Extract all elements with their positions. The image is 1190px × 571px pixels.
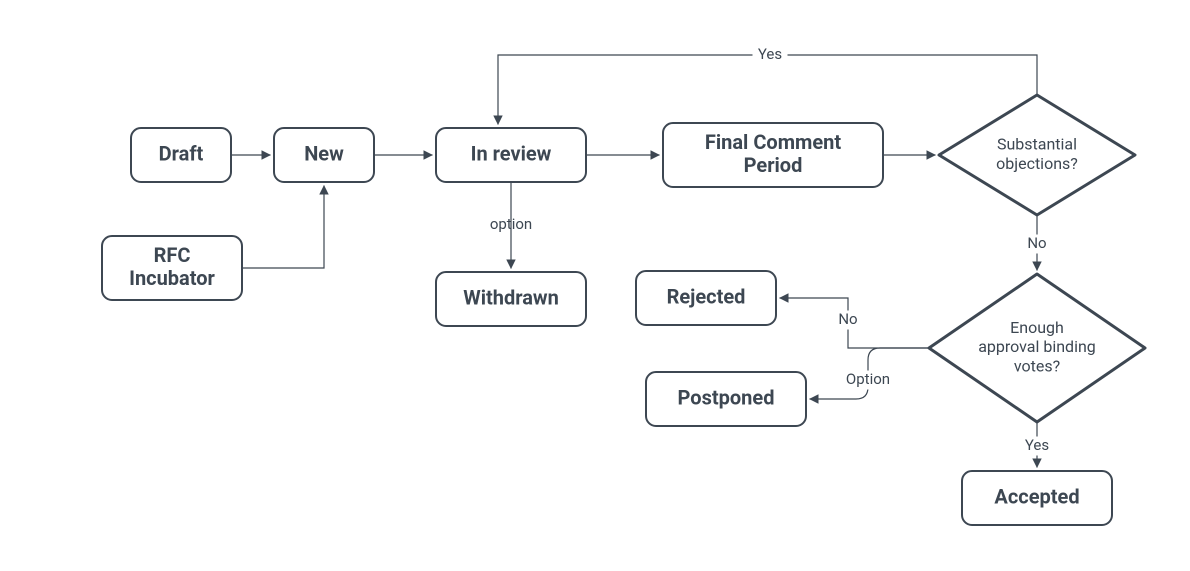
node-label-decision1-line1: objections? [996,154,1078,173]
node-label-decision1-line0: Substantial [997,135,1077,154]
node-accepted: Accepted [962,471,1112,525]
edge-label-d2-rejected-no: No [838,310,857,328]
node-label-rejected: Rejected [667,284,746,308]
node-incubator: RFCIncubator [102,236,242,300]
node-label-accepted: Accepted [994,484,1079,508]
edge-d2-postponed-opt: Option [810,348,929,399]
node-label-draft: Draft [159,141,204,165]
node-label-decision2-line1: approval binding [978,337,1096,356]
edge-incubator-new [242,186,324,268]
edge-label-d1-d2-no: No [1027,234,1046,252]
edge-label-d1-inreview-yes: Yes [758,45,782,63]
node-inreview: In review [436,128,586,182]
node-label-inreview: In review [471,141,552,165]
edges-layer: option Yes No Yes No Option [231,45,1055,467]
node-label-fcp-line0: Final Comment [705,130,841,154]
node-label-new: New [304,141,344,165]
node-label-postponed: Postponed [678,385,775,409]
node-label-decision2-line0: Enough [1010,318,1064,337]
node-postponed: Postponed [646,372,806,426]
edge-label-d2-postponed-opt: Option [846,370,890,388]
node-label-incubator-line1: Incubator [129,266,215,290]
node-decision1: Substantialobjections? [939,95,1135,215]
node-label-withdrawn: Withdrawn [463,285,559,309]
node-label-incubator-line0: RFC [154,243,191,267]
edge-d2-rejected-no: No [780,298,929,348]
edge-d1-d2-no: No [1024,215,1050,270]
edge-d1-inreview-yes: Yes [498,45,1037,124]
node-label-decision2-line2: votes? [1014,356,1060,375]
node-rejected: Rejected [636,271,776,325]
edge-inreview-withdrawn: option [490,182,532,268]
edge-label-d2-accepted-yes: Yes [1025,436,1049,454]
node-fcp: Final CommentPeriod [663,123,883,187]
node-new: New [274,128,374,182]
node-withdrawn: Withdrawn [436,272,586,326]
node-draft: Draft [131,128,231,182]
node-decision2: Enoughapproval bindingvotes? [929,274,1145,422]
edge-d2-accepted-yes: Yes [1020,422,1055,467]
node-label-fcp-line1: Period [744,153,803,177]
edge-label-inreview-withdrawn: option [490,215,532,233]
nodes-layer: Draft New In review Final CommentPeriod RFCI… [102,95,1145,525]
